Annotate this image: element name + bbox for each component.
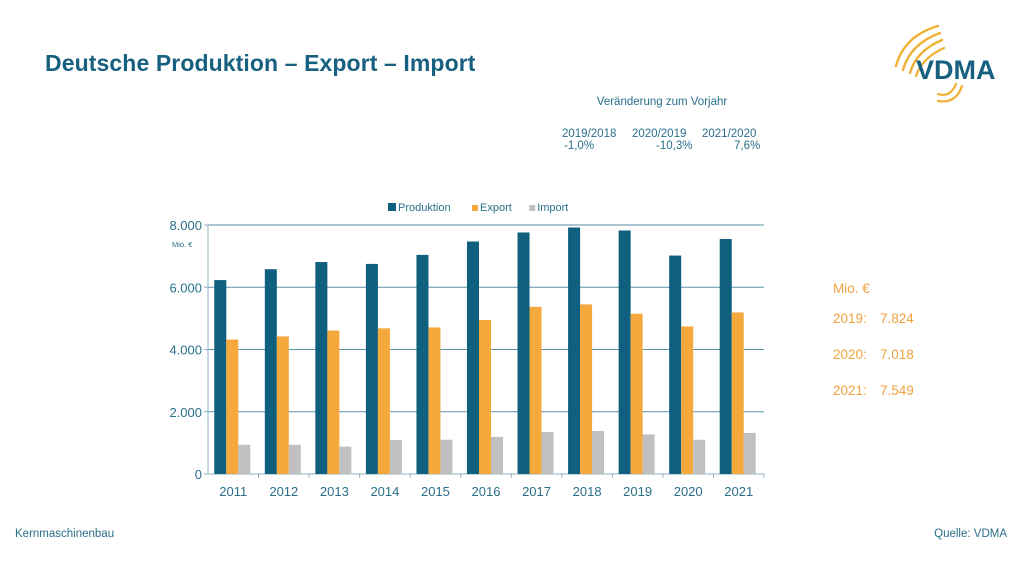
bar-produktion-2015 [416, 254, 429, 474]
x-tick-label: 2011 [219, 484, 247, 499]
bar-produktion-2016 [467, 241, 479, 474]
x-tick-label: 2019 [623, 484, 652, 499]
bar-produktion-2020 [669, 255, 682, 474]
x-tick-label: 2014 [370, 484, 399, 499]
x-tick-label: 2018 [573, 484, 602, 499]
bar-export-2019 [630, 313, 643, 474]
bar-import-2013 [339, 446, 352, 474]
logo-arcs-icon [894, 24, 964, 103]
y-tick-label: 8.000 [169, 218, 202, 233]
logo-text: VDMA [916, 55, 996, 85]
page-title: Deutsche Produktion – Export – Import [45, 50, 476, 76]
legend-swatch-import [529, 205, 536, 211]
bar-export-2013 [327, 330, 340, 474]
bar-export-2017 [529, 306, 542, 474]
legend-label-produktion: Produktion [398, 202, 451, 214]
bar-import-2011 [238, 444, 251, 474]
bar-produktion-2018 [568, 227, 581, 474]
y-tick-label: 2.000 [169, 405, 202, 420]
bar-import-2020 [693, 439, 706, 474]
y-tick-label: 4.000 [169, 343, 202, 358]
change-value: -10,3% [656, 140, 693, 152]
change-value: -1,0% [564, 140, 595, 152]
bar-export-2020 [681, 326, 694, 474]
legend-swatch-produktion [388, 203, 396, 211]
production-summary-panel: Mio. € 2019: 7.824 2020: 7.018 2021: 7.549 [833, 281, 914, 419]
x-tick-label: 2012 [269, 484, 298, 499]
summary-row: 2020: 7.018 [833, 347, 914, 362]
bar-import-2012 [288, 444, 301, 474]
bar-import-2017 [541, 431, 554, 474]
bar-produktion-2011 [214, 280, 227, 474]
bar-export-2014 [377, 328, 390, 474]
x-tick-label: 2017 [522, 484, 551, 499]
change-heading: Veränderung zum Vorjahr [596, 96, 728, 108]
change-vs-previous-year: Veränderung zum Vorjahr 2019/2018 -1,0% … [556, 96, 768, 152]
legend-swatch-export [472, 205, 478, 211]
y-tick-label: 0 [195, 467, 202, 482]
x-tick-label: 2021 [724, 484, 753, 499]
bar-import-2019 [642, 434, 655, 474]
bar-export-2015 [428, 327, 441, 474]
bar-export-2016 [479, 319, 491, 474]
summary-value: 7.549 [880, 383, 914, 398]
bar-produktion-2013 [315, 262, 328, 474]
summary-year: 2020: [833, 347, 867, 362]
summary-value: 7.018 [880, 347, 914, 362]
footer-source: Quelle: VDMA [934, 528, 1007, 540]
change-period: 2020/2019 [632, 128, 687, 140]
bar-import-2018 [592, 431, 605, 474]
change-period: 2019/2018 [562, 128, 617, 140]
bar-import-2016 [491, 436, 503, 474]
vdma-logo: VDMA [894, 24, 996, 103]
bar-produktion-2019 [618, 230, 631, 474]
change-value: 7,6% [734, 140, 761, 152]
summary-unit: Mio. € [833, 281, 870, 296]
change-item: 2019/2018 -1,0% [562, 128, 632, 152]
summary-row: 2021: 7.549 [833, 383, 914, 398]
x-tick-label: 2013 [320, 484, 349, 499]
bar-export-2021 [731, 312, 744, 474]
legend-label-import: Import [537, 202, 568, 214]
bar-export-2012 [276, 336, 289, 474]
bar-import-2015 [440, 439, 453, 474]
summary-year: 2021: [833, 383, 867, 398]
legend-label-export: Export [480, 202, 512, 214]
x-tick-label: 2016 [472, 484, 501, 499]
change-period: 2021/2020 [702, 128, 757, 140]
footer-category: Kernmaschinenbau [15, 528, 115, 540]
change-item: 2020/2019 -10,3% [632, 128, 702, 152]
bar-produktion-2021 [719, 239, 732, 474]
bar-import-2014 [389, 440, 402, 474]
bar-produktion-2017 [517, 232, 530, 474]
y-axis-unit-label: Mio. € [172, 240, 193, 249]
bar-export-2018 [580, 304, 593, 474]
bar-produktion-2014 [365, 263, 378, 474]
x-tick-label: 2015 [421, 484, 450, 499]
bar-import-2021 [743, 432, 756, 474]
y-tick-label: 6.000 [169, 280, 202, 295]
summary-year: 2019: [833, 311, 867, 326]
bar-produktion-2012 [264, 269, 277, 474]
x-tick-label: 2020 [674, 484, 703, 499]
bar-export-2011 [226, 339, 239, 474]
summary-row: 2019: 7.824 [833, 311, 914, 326]
change-item: 2021/2020 7,6% [702, 128, 772, 152]
summary-value: 7.824 [880, 311, 914, 326]
